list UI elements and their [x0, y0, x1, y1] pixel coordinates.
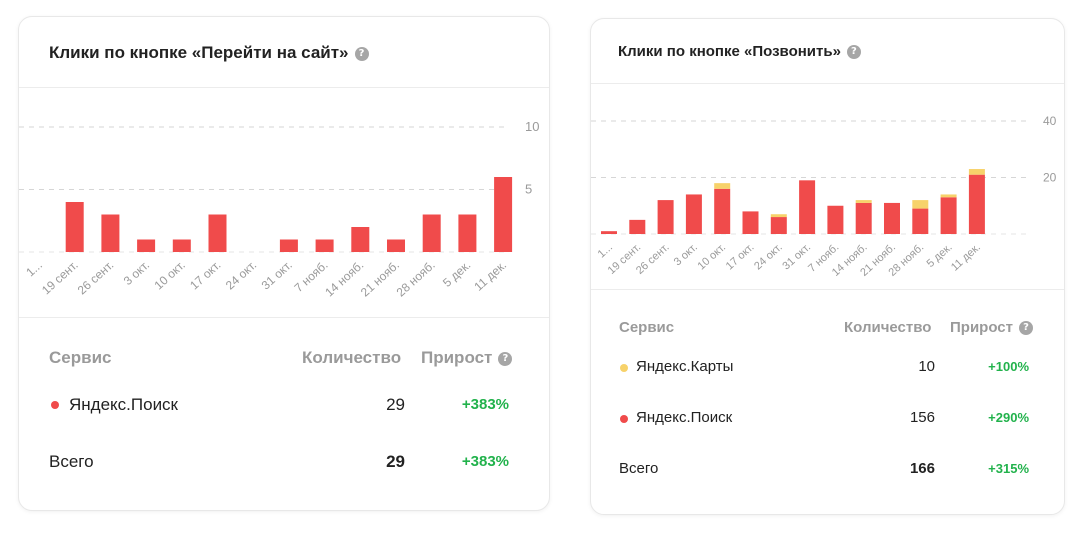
x-tick-label: 10 окт. [695, 241, 728, 272]
bar [968, 174, 985, 234]
total-count: 166 [909, 460, 935, 477]
service-name: Яндекс.Поиск [636, 409, 733, 426]
bar [884, 202, 900, 234]
card-title: Клики по кнопке «Позвонить»? [618, 43, 861, 60]
bar [601, 231, 617, 234]
card-header: Клики по кнопке «Перейти на сайт»? [19, 17, 549, 88]
x-tick-label: 31 окт. [259, 258, 295, 293]
x-tick-label: 19 сент. [39, 258, 81, 298]
bar [912, 200, 929, 209]
bar [657, 200, 674, 234]
bar [855, 200, 872, 203]
bar [742, 211, 759, 234]
service-count: 156 [909, 409, 935, 426]
legend-dot [620, 415, 628, 423]
x-tick-label: 26 сент. [75, 258, 117, 298]
website-clicks-chart: 5 10 1...19 сент.26 сент. 3 окт. 10 окт. 17 о… [19, 119, 539, 300]
bar [940, 197, 957, 234]
x-tick-label: 24 окт. [752, 241, 785, 272]
bar [315, 239, 334, 252]
y-tick-label: 40 [1043, 114, 1057, 128]
service-name: Яндекс.Карты [636, 358, 734, 375]
x-tick-label: 14 нояб. [322, 258, 366, 300]
x-tick-label: 1... [596, 241, 615, 260]
x-tick-label: 21 нояб. [358, 258, 402, 300]
card-header: Клики по кнопке «Позвонить»? [591, 19, 1064, 84]
card-title: Клики по кнопке «Перейти на сайт»? [49, 43, 369, 63]
header-growth-label: Прирост [421, 348, 493, 367]
call-clicks-card: Клики по кнопке «Позвонить»? 20 40 1... 19 … [590, 18, 1065, 515]
bar [685, 194, 702, 234]
bar [714, 183, 731, 189]
service-growth: +100% [988, 359, 1029, 374]
card-title-text: Клики по кнопке «Позвонить» [618, 43, 841, 60]
bar [422, 214, 441, 252]
bar [827, 205, 844, 234]
website-clicks-card: Клики по кнопке «Перейти на сайт»? 5 10 1.… [18, 16, 550, 511]
header-count: Количество [302, 348, 402, 367]
header-service: Сервис [619, 319, 675, 336]
bar [172, 239, 191, 252]
x-tick-label: 3 окт. [121, 258, 152, 288]
total-label: Всего [619, 460, 659, 477]
x-tick-label: 11 дек. [949, 241, 983, 273]
y-tick-label: 10 [525, 119, 539, 134]
bar [101, 214, 120, 252]
service-growth: +290% [988, 410, 1029, 425]
x-tick-label: 28 нояб. [394, 258, 438, 300]
legend-dot [620, 364, 628, 372]
service-count: 10 [918, 358, 935, 375]
total-count: 29 [386, 452, 405, 471]
bar [855, 202, 872, 234]
service-table: Сервис Количество Прирост? Яндекс.Поиск … [19, 317, 549, 510]
service-count: 29 [386, 395, 405, 414]
x-tick-label: 24 окт. [223, 258, 259, 293]
x-tick-label: 17 окт. [724, 241, 757, 272]
bar [65, 202, 84, 252]
question-circle-icon[interactable]: ? [354, 46, 369, 61]
bar [912, 208, 929, 234]
header-growth: Прирост? [421, 348, 513, 368]
bar [279, 239, 298, 252]
bar [629, 219, 646, 234]
question-circle-icon[interactable]: ? [498, 351, 513, 366]
header-count: Количество [844, 319, 932, 336]
x-tick-label: 10 окт. [152, 258, 188, 293]
y-tick-label: 20 [1043, 171, 1057, 185]
x-tick-label: 11 дек. [471, 258, 509, 294]
card-title-text: Клики по кнопке «Перейти на сайт» [49, 43, 349, 62]
total-growth: +383% [461, 453, 509, 470]
header-growth-label: Прирост [950, 319, 1013, 336]
total-label: Всего [49, 452, 94, 471]
bar [494, 177, 513, 252]
bar [458, 214, 477, 252]
header-service: Сервис [49, 348, 112, 367]
bar [351, 227, 370, 252]
legend-dot [51, 401, 59, 409]
service-table: Сервис Количество Прирост? Яндекс.Карты … [591, 289, 1064, 514]
bar [968, 169, 985, 175]
bar [799, 180, 816, 234]
question-circle-icon[interactable]: ? [846, 45, 861, 60]
bar [770, 214, 787, 218]
y-tick-label: 5 [525, 182, 532, 197]
service-name: Яндекс.Поиск [69, 395, 178, 414]
total-growth: +315% [988, 461, 1029, 476]
header-growth: Прирост? [950, 319, 1033, 336]
x-tick-label: 1... [23, 258, 45, 280]
bar [714, 188, 731, 234]
bar [137, 239, 156, 252]
bar [208, 214, 227, 252]
bar [770, 217, 787, 234]
bar [940, 194, 957, 198]
bar [387, 239, 405, 252]
x-tick-label: 17 окт. [187, 258, 223, 293]
service-growth: +383% [461, 396, 509, 413]
x-tick-label: 5 дек. [440, 258, 473, 290]
question-circle-icon[interactable]: ? [1018, 321, 1033, 336]
